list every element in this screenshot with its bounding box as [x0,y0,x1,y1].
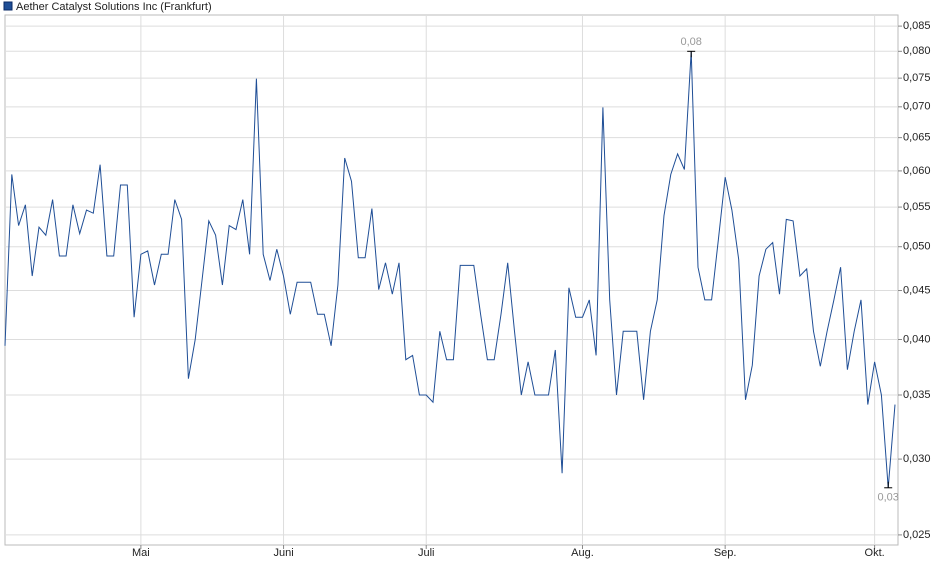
y-tick-label: 0,065 [903,132,931,144]
y-tick-label: 0,050 [903,241,931,253]
annotation-label: 0,03 [877,492,898,504]
annotation-label: 0,08 [680,36,701,48]
y-tick-label: 0,080 [903,45,931,57]
x-tick-label: Sep. [714,547,737,559]
y-tick-label: 0,060 [903,165,931,177]
legend-swatch [3,1,13,11]
y-tick-label: 0,030 [903,453,931,465]
x-tick-label: Juni [273,547,293,559]
y-tick-label: 0,035 [903,389,931,401]
legend-label: Aether Catalyst Solutions Inc (Frankfurt… [16,1,212,13]
y-tick-label: 0,085 [903,20,931,32]
y-tick-label: 0,070 [903,101,931,113]
x-tick-label: Mai [132,547,150,559]
price-line [4,51,896,488]
y-tick-label: 0,075 [903,72,931,84]
y-tick-label: 0,045 [903,284,931,296]
x-tick-label: Okt. [865,547,885,559]
y-tick-label: 0,040 [903,333,931,345]
x-tick-label: Aug. [571,547,594,559]
y-tick-label: 0,025 [903,529,931,541]
x-tick-label: Juli [418,547,435,559]
plot-frame [4,14,899,546]
y-tick-label: 0,055 [903,201,931,213]
